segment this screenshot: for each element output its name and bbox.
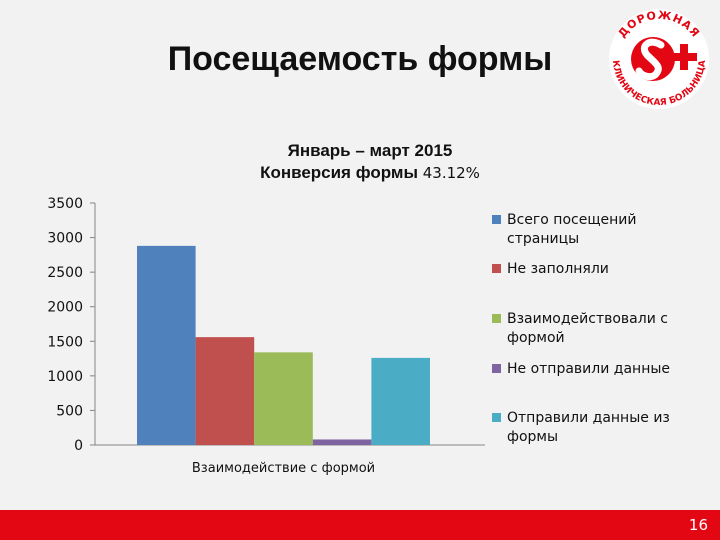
legend-label-5: Отправили данные из формы [507,410,670,445]
legend-swatch-2 [492,264,501,273]
y-tick-label: 1500 [47,334,83,350]
legend-label-3: Взаимодействовали с формой [507,311,668,346]
legend-swatch-3 [492,314,501,323]
conversion-value: 43.12% [422,164,480,182]
bar-2 [195,337,255,445]
hospital-logo: ДОРОЖНАЯ КЛИНИЧЕСКАЯ БОЛЬНИЦА [609,8,709,109]
legend-swatch-4 [492,364,501,373]
page-number: 16 [688,516,708,534]
bar-5 [371,357,430,445]
y-tick-label: 500 [56,403,83,419]
bar-4 [312,439,372,445]
chart-title-line1: Январь – март 2015 [287,141,453,160]
x-category-label: Взаимодействие с формой [192,461,375,476]
y-tick-label: 0 [74,438,83,454]
legend-label-1: Всего посещений страницы [507,212,636,247]
y-tick-label: 3500 [47,196,83,212]
bar-1 [137,245,196,445]
conversion-label: Конверсия формы [260,163,418,182]
y-tick-label: 3000 [47,231,83,247]
y-tick-label: 1000 [47,369,83,385]
bar-3 [254,352,313,445]
y-tick-label: 2500 [47,265,83,281]
legend-label-4: Не отправили данные [507,361,670,377]
footer-bar: 16 [0,510,720,540]
legend-label-2: Не заполняли [507,261,609,277]
chart-subtitle: Январь – март 2015 Конверсия формы 43.12… [170,140,570,184]
y-tick-label: 2000 [47,300,83,316]
slide-title: Посещаемость формы [167,40,553,78]
legend-swatch-1 [492,215,501,224]
legend-swatch-5 [492,413,501,422]
